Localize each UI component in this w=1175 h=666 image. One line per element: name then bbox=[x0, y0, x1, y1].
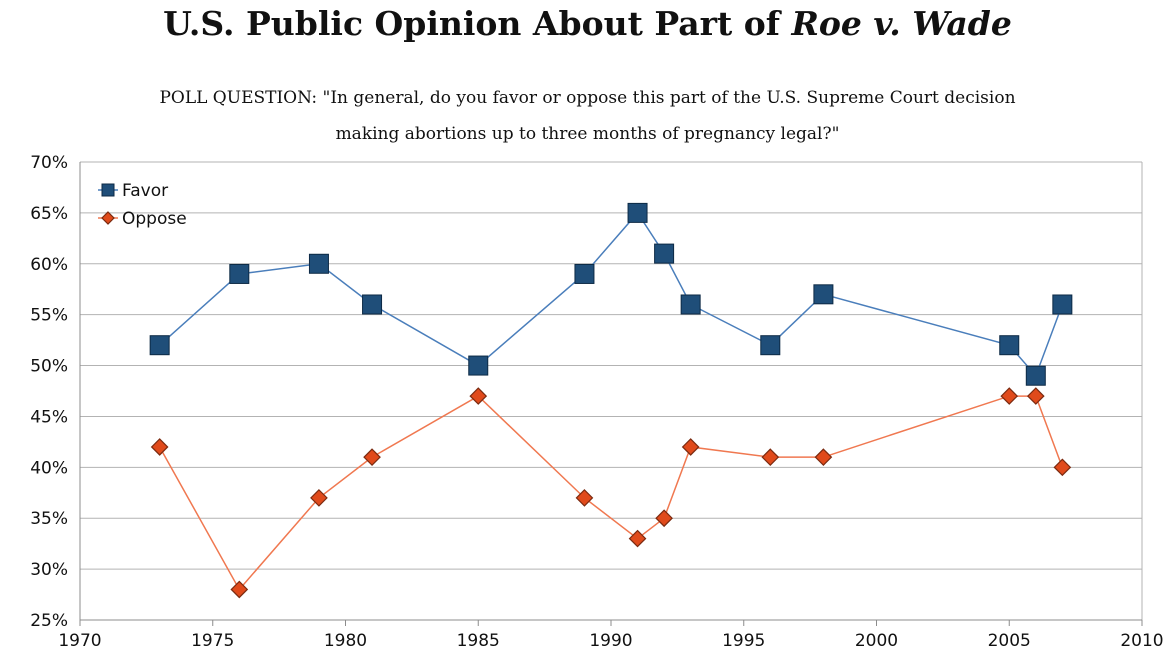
x-axis-tick-labels: 1970 1975 1980 1985 1990 1995 2000 2005 2010 bbox=[58, 631, 1163, 651]
series-oppose-point bbox=[1053, 458, 1072, 477]
x-tick-label: 1985 bbox=[457, 631, 500, 651]
x-tick-label: 1970 bbox=[58, 631, 101, 651]
series-favor-point bbox=[999, 335, 1020, 356]
series-oppose-point bbox=[761, 448, 780, 467]
x-tick-label: 1990 bbox=[589, 631, 632, 651]
legend-item-oppose: Oppose bbox=[98, 209, 187, 229]
y-tick-label: 60% bbox=[30, 255, 68, 275]
chart-subtitle-line-1: POLL QUESTION: "In general, do you favor… bbox=[159, 88, 1016, 108]
y-axis-tick-labels: 25% 30% 35% 40% 45% 50% 55% 60% 65% 70% bbox=[30, 153, 68, 631]
series-favor-point bbox=[627, 202, 648, 223]
series-favor bbox=[149, 202, 1073, 386]
series-oppose-point bbox=[150, 438, 169, 456]
series-oppose-point bbox=[1026, 387, 1045, 405]
grid-lines bbox=[80, 161, 1143, 621]
series-favor-point bbox=[229, 263, 250, 284]
y-tick-label: 50% bbox=[30, 357, 68, 377]
series-favor-point bbox=[149, 335, 170, 356]
legend: Favor Oppose bbox=[98, 181, 187, 229]
x-tick-label: 1995 bbox=[722, 631, 765, 651]
y-tick-label: 30% bbox=[30, 560, 68, 580]
y-tick-label: 70% bbox=[30, 153, 68, 173]
x-tick-label: 1980 bbox=[324, 631, 367, 651]
series-favor-point bbox=[1025, 365, 1046, 386]
series-oppose-point bbox=[814, 448, 833, 467]
series-favor-point bbox=[362, 294, 383, 315]
series-oppose-point bbox=[628, 529, 647, 548]
chart-subtitle-line-2: making abortions up to three months of p… bbox=[335, 124, 840, 144]
legend-favor-marker bbox=[101, 183, 115, 197]
series-oppose-point bbox=[230, 580, 249, 599]
x-tick-label: 1975 bbox=[191, 631, 234, 651]
series-favor-point bbox=[468, 355, 489, 376]
y-tick-label: 65% bbox=[30, 204, 68, 224]
series-oppose-point bbox=[681, 438, 700, 456]
series-favor-line bbox=[159, 211, 1064, 378]
chart-title: U.S. Public Opinion About Part of Roe v.… bbox=[0, 4, 1175, 43]
y-tick-label: 45% bbox=[30, 407, 68, 427]
x-tick-label: 2010 bbox=[1120, 631, 1163, 651]
series-favor-point bbox=[760, 335, 781, 356]
x-tick-label: 2005 bbox=[988, 631, 1031, 651]
y-tick-label: 55% bbox=[30, 306, 68, 326]
legend-item-favor: Favor bbox=[98, 181, 168, 201]
y-tick-label: 40% bbox=[30, 458, 68, 478]
series-favor-point bbox=[654, 243, 675, 264]
legend-favor-label: Favor bbox=[122, 181, 168, 201]
x-tick-label: 2000 bbox=[855, 631, 898, 651]
data-series bbox=[149, 202, 1073, 599]
y-tick-label: 25% bbox=[30, 611, 68, 631]
series-favor-point bbox=[813, 284, 834, 305]
legend-oppose-label: Oppose bbox=[122, 209, 187, 229]
series-favor-point bbox=[308, 253, 329, 274]
series-oppose-point bbox=[310, 489, 328, 507]
series-oppose-point bbox=[469, 387, 488, 405]
series-oppose-line bbox=[158, 395, 1064, 591]
series-oppose-point bbox=[363, 448, 381, 467]
series-oppose-point bbox=[655, 509, 673, 528]
series-oppose bbox=[150, 387, 1072, 599]
series-oppose-point bbox=[575, 489, 594, 507]
series-favor-point bbox=[680, 294, 701, 315]
y-tick-label: 35% bbox=[30, 509, 68, 529]
series-oppose-point bbox=[1000, 387, 1019, 405]
chart-title-italic: Roe v. Wade bbox=[791, 4, 1012, 43]
axes bbox=[79, 162, 1143, 626]
series-favor-point bbox=[574, 263, 595, 284]
series-favor-point bbox=[1052, 294, 1073, 315]
legend-oppose-marker bbox=[101, 211, 115, 225]
chart-title-main: U.S. Public Opinion About Part of bbox=[163, 4, 792, 43]
